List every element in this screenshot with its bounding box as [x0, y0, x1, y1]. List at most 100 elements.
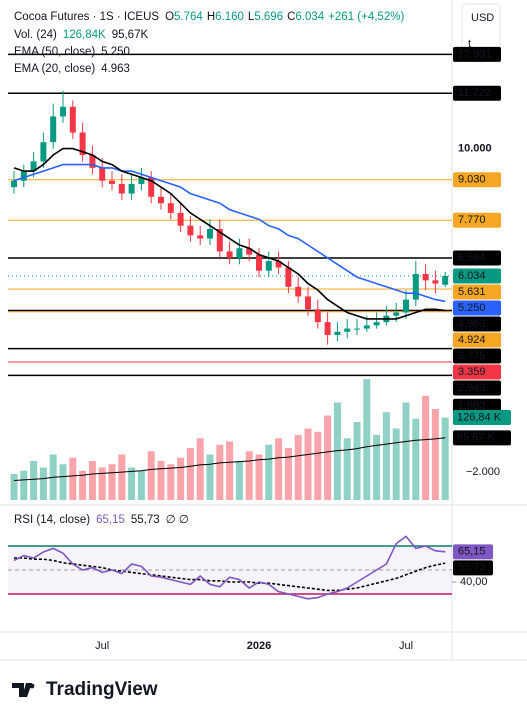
- volume-legend: Vol. (24) 126,84K 95,67K: [14, 29, 148, 41]
- price-tag: [453, 398, 501, 414]
- rsi-extra: ∅ ∅: [166, 514, 189, 526]
- volume-bar: [157, 461, 165, 500]
- rsi-ma-value: 55,73: [131, 514, 160, 526]
- candle-body: [40, 142, 47, 162]
- price-label: 6.034: [458, 270, 486, 282]
- price-label: 2.943: [458, 382, 486, 394]
- volume-bar: [128, 467, 136, 500]
- price-label: 3.359: [458, 366, 486, 378]
- rsi-label: 55,73: [458, 562, 486, 574]
- price-label: 10.000: [458, 142, 492, 154]
- price-label: 7.770: [458, 214, 486, 226]
- volume-bar: [88, 461, 96, 500]
- volume-bar: [235, 461, 243, 500]
- candle-body: [305, 296, 311, 310]
- volume-bar: [265, 444, 273, 500]
- ohlc-value: 5.764: [174, 11, 203, 23]
- volume-bar: [98, 467, 106, 500]
- volume-bar: [363, 379, 371, 500]
- volume-bar: [10, 474, 18, 500]
- volume-bar: [226, 441, 234, 500]
- volume-bar: [255, 454, 263, 500]
- candle-body: [197, 235, 204, 239]
- price-tag: [453, 172, 501, 188]
- candle-body: [256, 254, 262, 271]
- candle-body: [275, 261, 282, 268]
- volume-ma-value: 95,67K: [112, 29, 149, 41]
- candle-body: [226, 251, 233, 258]
- price-tag: [453, 284, 501, 300]
- ema-legend: EMA (50, close) 5.250: [14, 46, 130, 58]
- volume-bar: [39, 467, 47, 500]
- candle-body: [118, 183, 125, 194]
- currency: USD: [471, 12, 494, 24]
- volume-tag: [453, 430, 511, 446]
- volume-bar: [441, 417, 449, 500]
- brand: TradingView: [46, 679, 158, 700]
- ema-line: [13, 147, 446, 320]
- price-tag: [453, 300, 501, 316]
- price-label: 3.775: [458, 350, 486, 362]
- logo-icon: [12, 683, 32, 697]
- candle-body: [79, 132, 86, 155]
- ema-name: EMA (50, close): [14, 46, 95, 58]
- price-tag: [453, 250, 501, 266]
- candle-body: [207, 228, 213, 239]
- rsi-tag: [453, 544, 493, 560]
- volume-bar: [245, 451, 253, 500]
- candle-body: [265, 261, 272, 271]
- candle-body: [148, 177, 155, 197]
- candle-body: [295, 286, 302, 297]
- candle-body: [158, 196, 164, 204]
- price-tag: [453, 348, 501, 364]
- volume-bar: [167, 464, 175, 500]
- candle-body: [314, 309, 321, 323]
- logo-dot: [29, 683, 35, 689]
- candle-body: [403, 299, 409, 313]
- price-tag: [453, 268, 501, 284]
- volume-bar: [216, 444, 224, 500]
- price-label: 6.594: [458, 252, 486, 264]
- volume-bar: [382, 412, 390, 500]
- x-tick-label: Jul: [95, 640, 109, 652]
- candle-body: [432, 280, 439, 284]
- ohlc-value: 5.696: [254, 11, 283, 23]
- candle-body: [344, 328, 351, 332]
- price-label: 12.931: [458, 48, 492, 60]
- candle-body: [354, 328, 360, 330]
- ohlc-key: O: [165, 11, 174, 23]
- volume-bar: [324, 415, 332, 500]
- legend-line: Cocoa Futures · 1S · ICEUS O5.764 H6.160 L5…: [14, 11, 404, 23]
- candle-body: [246, 248, 253, 255]
- price-label: 4.963: [458, 318, 486, 330]
- x-tick-label: Jul: [399, 640, 413, 652]
- volume-bar: [137, 470, 145, 500]
- volume-bar: [59, 464, 67, 500]
- rsi-tick-label: 40,00: [460, 576, 488, 588]
- rsi-label: 65,15: [458, 546, 486, 558]
- candle-body: [138, 177, 145, 184]
- x-tick-label: 2026: [247, 640, 271, 652]
- price-label: 1.983: [458, 400, 486, 412]
- candle-body: [216, 228, 223, 252]
- price-tag: [453, 364, 501, 380]
- candle-body: [187, 225, 194, 236]
- volume-label: 95,67 K: [457, 432, 496, 444]
- candle-body: [236, 248, 243, 258]
- volume-bar: [373, 435, 381, 500]
- volume-label: 126,84 K: [457, 411, 502, 423]
- ema-name: EMA (20, close): [14, 63, 95, 75]
- candle-body: [393, 312, 400, 316]
- price-label: 4.924: [458, 334, 486, 346]
- volume-bar: [343, 438, 351, 500]
- rsi-ma-line: [14, 557, 446, 592]
- volume-bar: [186, 448, 194, 500]
- volume-bar: [196, 438, 204, 500]
- candle-body: [60, 106, 66, 117]
- price-label: 5.631: [458, 286, 486, 298]
- volume-axis-label: −2.000: [466, 466, 500, 478]
- candle-body: [363, 325, 370, 329]
- volume-bar: [314, 431, 322, 500]
